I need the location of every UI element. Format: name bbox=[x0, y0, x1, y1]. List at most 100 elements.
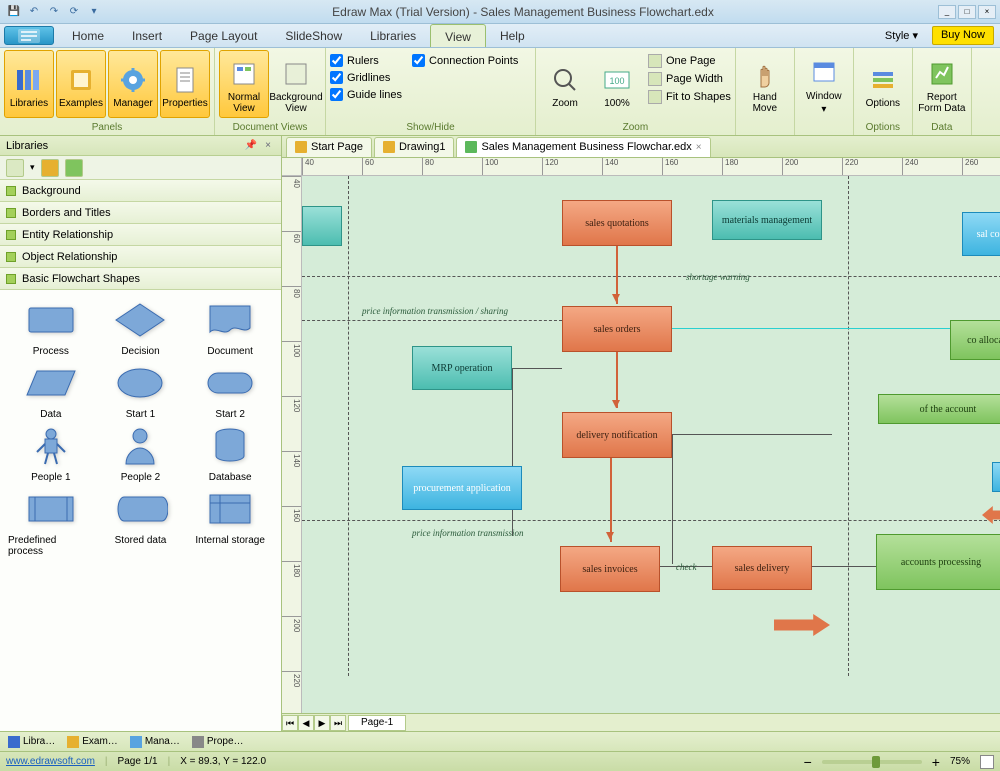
shape-predef[interactable]: Predefined process bbox=[8, 487, 94, 557]
edge-label-0: shortage warning bbox=[686, 272, 750, 282]
btab-properties[interactable]: Prope… bbox=[188, 736, 248, 748]
shape-people2[interactable]: People 2 bbox=[98, 424, 184, 483]
btab-examples[interactable]: Exam… bbox=[63, 736, 122, 748]
shape-process[interactable]: Process bbox=[8, 298, 94, 357]
node-procurement[interactable]: procurement application bbox=[402, 466, 522, 510]
buy-now-button[interactable]: Buy Now bbox=[932, 26, 994, 45]
lib-tb-2[interactable] bbox=[41, 159, 59, 177]
drawing-canvas[interactable]: sales quotations materials management sal … bbox=[302, 176, 1000, 713]
cat-object[interactable]: Object Relationship bbox=[0, 246, 281, 268]
examples-button[interactable]: Examples bbox=[56, 50, 106, 118]
manager-button[interactable]: Manager bbox=[108, 50, 158, 118]
node-salescont[interactable]: sal cont bbox=[962, 212, 1000, 256]
page-first-button[interactable]: ⏮ bbox=[282, 715, 298, 731]
zoom-in-button[interactable]: + bbox=[932, 754, 940, 770]
zoom-button[interactable]: Zoom bbox=[540, 50, 590, 118]
cat-borders[interactable]: Borders and Titles bbox=[0, 202, 281, 224]
lib-tb-1[interactable] bbox=[6, 159, 24, 177]
options-button[interactable]: Options bbox=[858, 50, 908, 118]
tab-view[interactable]: View bbox=[430, 24, 486, 47]
qat-redo-icon[interactable]: ↷ bbox=[46, 4, 62, 20]
tab-home[interactable]: Home bbox=[58, 24, 118, 47]
maximize-button[interactable]: □ bbox=[958, 5, 976, 19]
page-prev-button[interactable]: ◀ bbox=[298, 715, 314, 731]
hand-move-button[interactable]: Hand Move bbox=[740, 50, 790, 118]
cat-flowchart[interactable]: Basic Flowchart Shapes bbox=[0, 268, 281, 290]
qat-save-icon[interactable]: 💾 bbox=[6, 4, 22, 20]
qat-dropdown-icon[interactable]: ▾ bbox=[86, 4, 102, 20]
lib-tb-3[interactable] bbox=[65, 159, 83, 177]
node-materials[interactable]: materials management bbox=[712, 200, 822, 240]
rulers-checkbox[interactable]: Rulers bbox=[330, 54, 402, 67]
shape-start2[interactable]: Start 2 bbox=[187, 361, 273, 420]
node-n1[interactable] bbox=[302, 206, 342, 246]
shape-document[interactable]: Document bbox=[187, 298, 273, 357]
doc-tab-start[interactable]: Start Page bbox=[286, 137, 372, 157]
shape-decision[interactable]: Decision bbox=[98, 298, 184, 357]
website-link[interactable]: www.edrawsoft.com bbox=[6, 756, 95, 767]
tab-close-icon[interactable]: × bbox=[696, 142, 702, 153]
properties-button[interactable]: Properties bbox=[160, 50, 210, 118]
node-quotations[interactable]: sales quotations bbox=[562, 200, 672, 246]
minimize-button[interactable]: _ bbox=[938, 5, 956, 19]
guides-checkbox[interactable]: Guide lines bbox=[330, 88, 402, 101]
hand-icon bbox=[749, 58, 781, 90]
qat-undo-icon[interactable]: ↶ bbox=[26, 4, 42, 20]
doc-tab-drawing1[interactable]: Drawing1 bbox=[374, 137, 454, 157]
close-button[interactable]: × bbox=[978, 5, 996, 19]
hundred-percent-button[interactable]: 100 100% bbox=[592, 50, 642, 118]
window-title: Edraw Max (Trial Version) - Sales Manage… bbox=[108, 5, 938, 19]
page-tab[interactable]: Page-1 bbox=[348, 715, 406, 731]
node-delivery_notif[interactable]: delivery notification bbox=[562, 412, 672, 458]
connection-points-checkbox[interactable]: Connection Points bbox=[412, 54, 518, 67]
background-view-button[interactable]: Background View bbox=[271, 50, 321, 118]
shape-people1[interactable]: People 1 bbox=[8, 424, 94, 483]
node-alloc[interactable]: co alloca bbox=[950, 320, 1000, 360]
tab-slideshow[interactable]: SlideShow bbox=[271, 24, 356, 47]
page-last-button[interactable]: ⏭ bbox=[330, 715, 346, 731]
panel-close-icon[interactable]: × bbox=[261, 140, 275, 151]
node-account[interactable]: of the account bbox=[878, 394, 1000, 424]
hand-move-label: Hand Move bbox=[740, 92, 790, 114]
shape-start1[interactable]: Start 1 bbox=[98, 361, 184, 420]
tab-libraries[interactable]: Libraries bbox=[356, 24, 430, 47]
cat-entity[interactable]: Entity Relationship bbox=[0, 224, 281, 246]
libraries-icon bbox=[13, 64, 45, 96]
tab-help[interactable]: Help bbox=[486, 24, 539, 47]
qat-refresh-icon[interactable]: ⟳ bbox=[66, 4, 82, 20]
doc-tab-sales[interactable]: Sales Management Business Flowchar.edx× bbox=[456, 137, 710, 157]
shape-stored[interactable]: Stored data bbox=[98, 487, 184, 557]
window-button[interactable]: Window ▾ bbox=[799, 50, 849, 118]
fit-shapes-checkbox[interactable]: Fit to Shapes bbox=[648, 90, 731, 104]
cat-background[interactable]: Background bbox=[0, 180, 281, 202]
node-orders[interactable]: sales orders bbox=[562, 306, 672, 352]
btab-manager[interactable]: Mana… bbox=[126, 736, 184, 748]
bottom-panel-tabs: Libra… Exam… Mana… Prope… bbox=[0, 731, 1000, 751]
zoom-slider[interactable] bbox=[822, 760, 922, 764]
shape-internal[interactable]: Internal storage bbox=[187, 487, 273, 557]
node-bi[interactable]: bi bbox=[992, 462, 1000, 492]
pin-icon[interactable]: 📌 bbox=[241, 140, 261, 151]
shape-database[interactable]: Database bbox=[187, 424, 273, 483]
style-dropdown[interactable]: Style ▾ bbox=[877, 24, 926, 47]
one-page-checkbox[interactable]: One Page bbox=[648, 54, 731, 68]
shape-data[interactable]: Data bbox=[8, 361, 94, 420]
libraries-button[interactable]: Libraries bbox=[4, 50, 54, 118]
report-button[interactable]: Report Form Data bbox=[917, 50, 967, 118]
options-group-label: Options bbox=[858, 121, 908, 135]
zoom-out-button[interactable]: − bbox=[804, 754, 812, 770]
page-width-checkbox[interactable]: Page Width bbox=[648, 72, 731, 86]
normal-view-button[interactable]: Normal View bbox=[219, 50, 269, 118]
node-salesdeliv[interactable]: sales delivery bbox=[712, 546, 812, 590]
fit-page-icon[interactable] bbox=[980, 755, 994, 769]
app-menu-button[interactable] bbox=[4, 26, 54, 45]
node-mrp[interactable]: MRP operation bbox=[412, 346, 512, 390]
gridlines-checkbox[interactable]: Gridlines bbox=[330, 71, 402, 84]
tab-insert[interactable]: Insert bbox=[118, 24, 176, 47]
node-accproc[interactable]: accounts processing bbox=[876, 534, 1000, 590]
node-invoices[interactable]: sales invoices bbox=[560, 546, 660, 592]
page-next-button[interactable]: ▶ bbox=[314, 715, 330, 731]
btab-libraries[interactable]: Libra… bbox=[4, 736, 59, 748]
cursor-coords: X = 89.3, Y = 122.0 bbox=[180, 756, 266, 767]
tab-page-layout[interactable]: Page Layout bbox=[176, 24, 271, 47]
